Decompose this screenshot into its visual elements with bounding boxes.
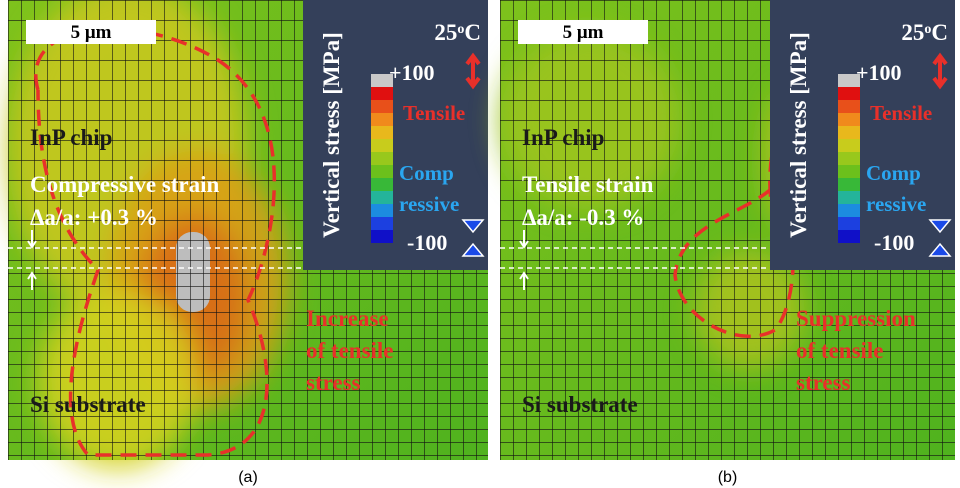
temperature-part: 25: [901, 20, 924, 45]
colorbar-step: [371, 230, 393, 243]
colorbar-max: +100: [389, 60, 435, 85]
colorbar-step: [838, 165, 860, 178]
colorbar-step: [838, 100, 860, 113]
tensile-label: Tensile: [870, 101, 932, 125]
compressive-label: Comp: [866, 161, 921, 185]
colorbar-min: -100: [874, 230, 914, 255]
colorbar-title: Vertical stress [MPa]: [786, 32, 811, 238]
strain-label: Compressive strain: [30, 172, 220, 197]
colorbar-step: [838, 191, 860, 204]
annotation: Increase: [306, 306, 389, 331]
strain-label: Tensile strain: [522, 172, 654, 197]
colorbar-step: [838, 230, 860, 243]
temperature-part: C: [931, 20, 948, 45]
colorbar-step: [371, 191, 393, 204]
annotation: stress: [796, 370, 851, 395]
figure: 5 μmVertical stress [MPa]+100-10025oCTen…: [0, 0, 960, 488]
annotation: stress: [306, 370, 361, 395]
caption: (a): [238, 469, 258, 486]
colorbar-step: [371, 113, 393, 126]
chip-label: InP chip: [30, 125, 112, 150]
colorbar-panel: Vertical stress [MPa] +100 -100 25oC Tensile…: [303, 0, 488, 270]
colorbar-step: [371, 152, 393, 165]
caption: (b): [718, 469, 738, 486]
temperature-part: C: [464, 20, 481, 45]
temperature-part: o: [457, 22, 464, 37]
compressive-label: Comp: [399, 161, 454, 185]
strain-label: Δa/a: +0.3 %: [30, 205, 158, 230]
scale-bar-label: 5 μm: [563, 22, 604, 43]
colorbar-step: [371, 217, 393, 230]
substrate-label: Si substrate: [522, 392, 638, 417]
colorbar-step: [838, 152, 860, 165]
colorbar-step: [838, 217, 860, 230]
scale-bar-label: 5 μm: [71, 22, 112, 43]
colorbar-step: [838, 204, 860, 217]
annotation: of tensile: [796, 338, 884, 363]
annotation: Suppression: [796, 306, 916, 331]
colorbar-step: [371, 100, 393, 113]
panel: 5 μm Vertical stress [MPa] +100 -100 25oC Ten…: [8, 0, 488, 486]
temperature-part: o: [924, 22, 931, 37]
compressive-label: ressive: [399, 192, 459, 216]
colorbar-step: [838, 113, 860, 126]
mesh: [500, 268, 955, 460]
colorbar-min: -100: [407, 230, 447, 255]
colorbar-max: +100: [856, 60, 902, 85]
annotation: of tensile: [306, 338, 394, 363]
colorbar-step: [371, 204, 393, 217]
colorbar-step: [371, 178, 393, 191]
substrate-label: Si substrate: [30, 392, 146, 417]
colorbar-step: [371, 126, 393, 139]
colorbar-step: [371, 87, 393, 100]
compressive-label: ressive: [866, 192, 926, 216]
colorbar-step: [371, 139, 393, 152]
chip-label: InP chip: [522, 125, 604, 150]
colorbar-step: [838, 139, 860, 152]
temperature-part: 25: [434, 20, 457, 45]
colorbar-panel: Vertical stress [MPa] +100 -100 25oC Tensile…: [770, 0, 955, 270]
colorbar-step: [838, 178, 860, 191]
panel: 5 μm Vertical stress [MPa] +100 -100 25oC Ten…: [500, 0, 955, 486]
tensile-label: Tensile: [403, 101, 465, 125]
strain-label: Δa/a: -0.3 %: [522, 205, 644, 230]
colorbar-step: [371, 165, 393, 178]
colorbar-step: [838, 126, 860, 139]
colorbar-step: [838, 87, 860, 100]
colorbar-title: Vertical stress [MPa]: [319, 32, 344, 238]
